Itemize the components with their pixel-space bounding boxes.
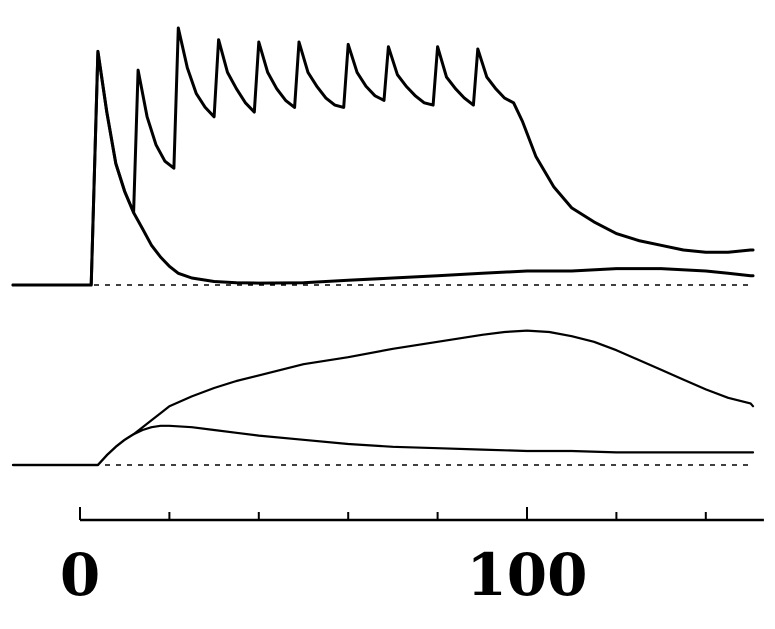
top-single-response-trace (11, 49, 755, 287)
bottom-single-response-trace (11, 424, 755, 467)
bottom-train-response-trace (11, 329, 755, 467)
tick-label-0: 0 (60, 541, 100, 609)
top-train-response-trace (11, 26, 755, 287)
top-panel (11, 26, 755, 287)
time-axis-ticks (79, 507, 707, 520)
time-axis: 0 100 (60, 507, 764, 609)
bottom-panel (11, 329, 755, 467)
tick-label-100: 100 (466, 541, 587, 609)
